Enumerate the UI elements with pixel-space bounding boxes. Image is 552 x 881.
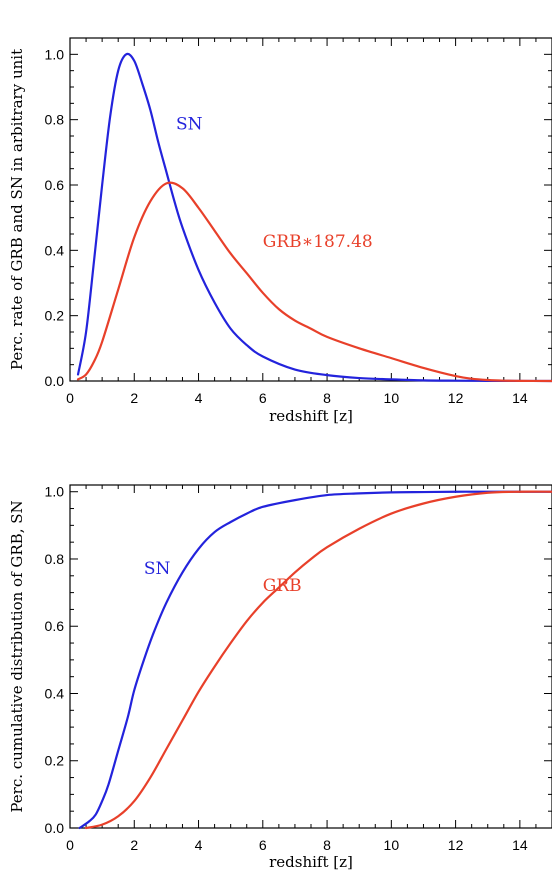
bottom-panel-cumulative-distribution: 0 2 4 6 8 10 12 14 0.0 0.2 0.4 0.6 0.8 1.0 redshift [z… (8, 484, 552, 871)
y-tick-label: 0.6 (45, 618, 65, 634)
x-tick-label: 10 (384, 390, 400, 406)
y-axis-label: Perc. rate of GRB and SN in arbitrary un… (8, 49, 26, 370)
y-tick-label: 0.8 (45, 551, 65, 567)
series-line-0 (78, 490, 552, 830)
x-tick-label: 14 (512, 837, 528, 853)
y-tick-label: 1.0 (45, 484, 65, 500)
series-line-1 (76, 181, 552, 383)
y-tick-label: 1.0 (45, 46, 65, 62)
x-tick-label: 4 (195, 390, 203, 406)
x-tick-label: 0 (66, 837, 74, 853)
x-tick-label: 12 (448, 837, 464, 853)
x-tick-label: 6 (259, 390, 267, 406)
series-annotation: SN (144, 559, 171, 579)
x-tick-label: 2 (130, 390, 138, 406)
y-tick-label: 0.6 (45, 177, 65, 193)
x-tick-label: 8 (323, 837, 331, 853)
y-tick-label: 0.4 (45, 242, 65, 258)
series-line-0 (76, 52, 552, 383)
y-tick-label: 0.2 (45, 308, 65, 324)
x-tick-label: 8 (323, 390, 331, 406)
x-tick-label: 2 (130, 837, 138, 853)
x-tick-label: 14 (512, 390, 528, 406)
x-tick-label: 0 (66, 390, 74, 406)
y-tick-label: 0.8 (45, 112, 65, 128)
series-annotation: GRB (263, 576, 302, 596)
x-tick-label: 12 (448, 390, 464, 406)
y-tick-label: 0.0 (45, 820, 65, 836)
x-tick-label: 10 (384, 837, 400, 853)
y-axis-label: Perc. cumulative distribution of GRB, SN (8, 500, 26, 812)
series-annotation: GRB∗187.48 (263, 232, 373, 252)
plot-frame (69, 484, 552, 829)
y-tick-label: 0.0 (45, 373, 65, 389)
series-line-1 (84, 490, 552, 830)
y-tick-label: 0.4 (45, 685, 65, 701)
top-panel-rate-distribution: 0 2 4 6 8 10 12 14 0.0 0.2 0.4 0.6 0.8 1.0 redshift [z… (8, 37, 552, 425)
x-axis-label: redshift [z] (269, 853, 353, 871)
x-tick-label: 6 (259, 837, 267, 853)
series-annotation: SN (176, 114, 203, 134)
x-tick-label: 4 (195, 837, 203, 853)
y-tick-label: 0.2 (45, 753, 65, 769)
x-axis-label: redshift [z] (269, 407, 353, 425)
